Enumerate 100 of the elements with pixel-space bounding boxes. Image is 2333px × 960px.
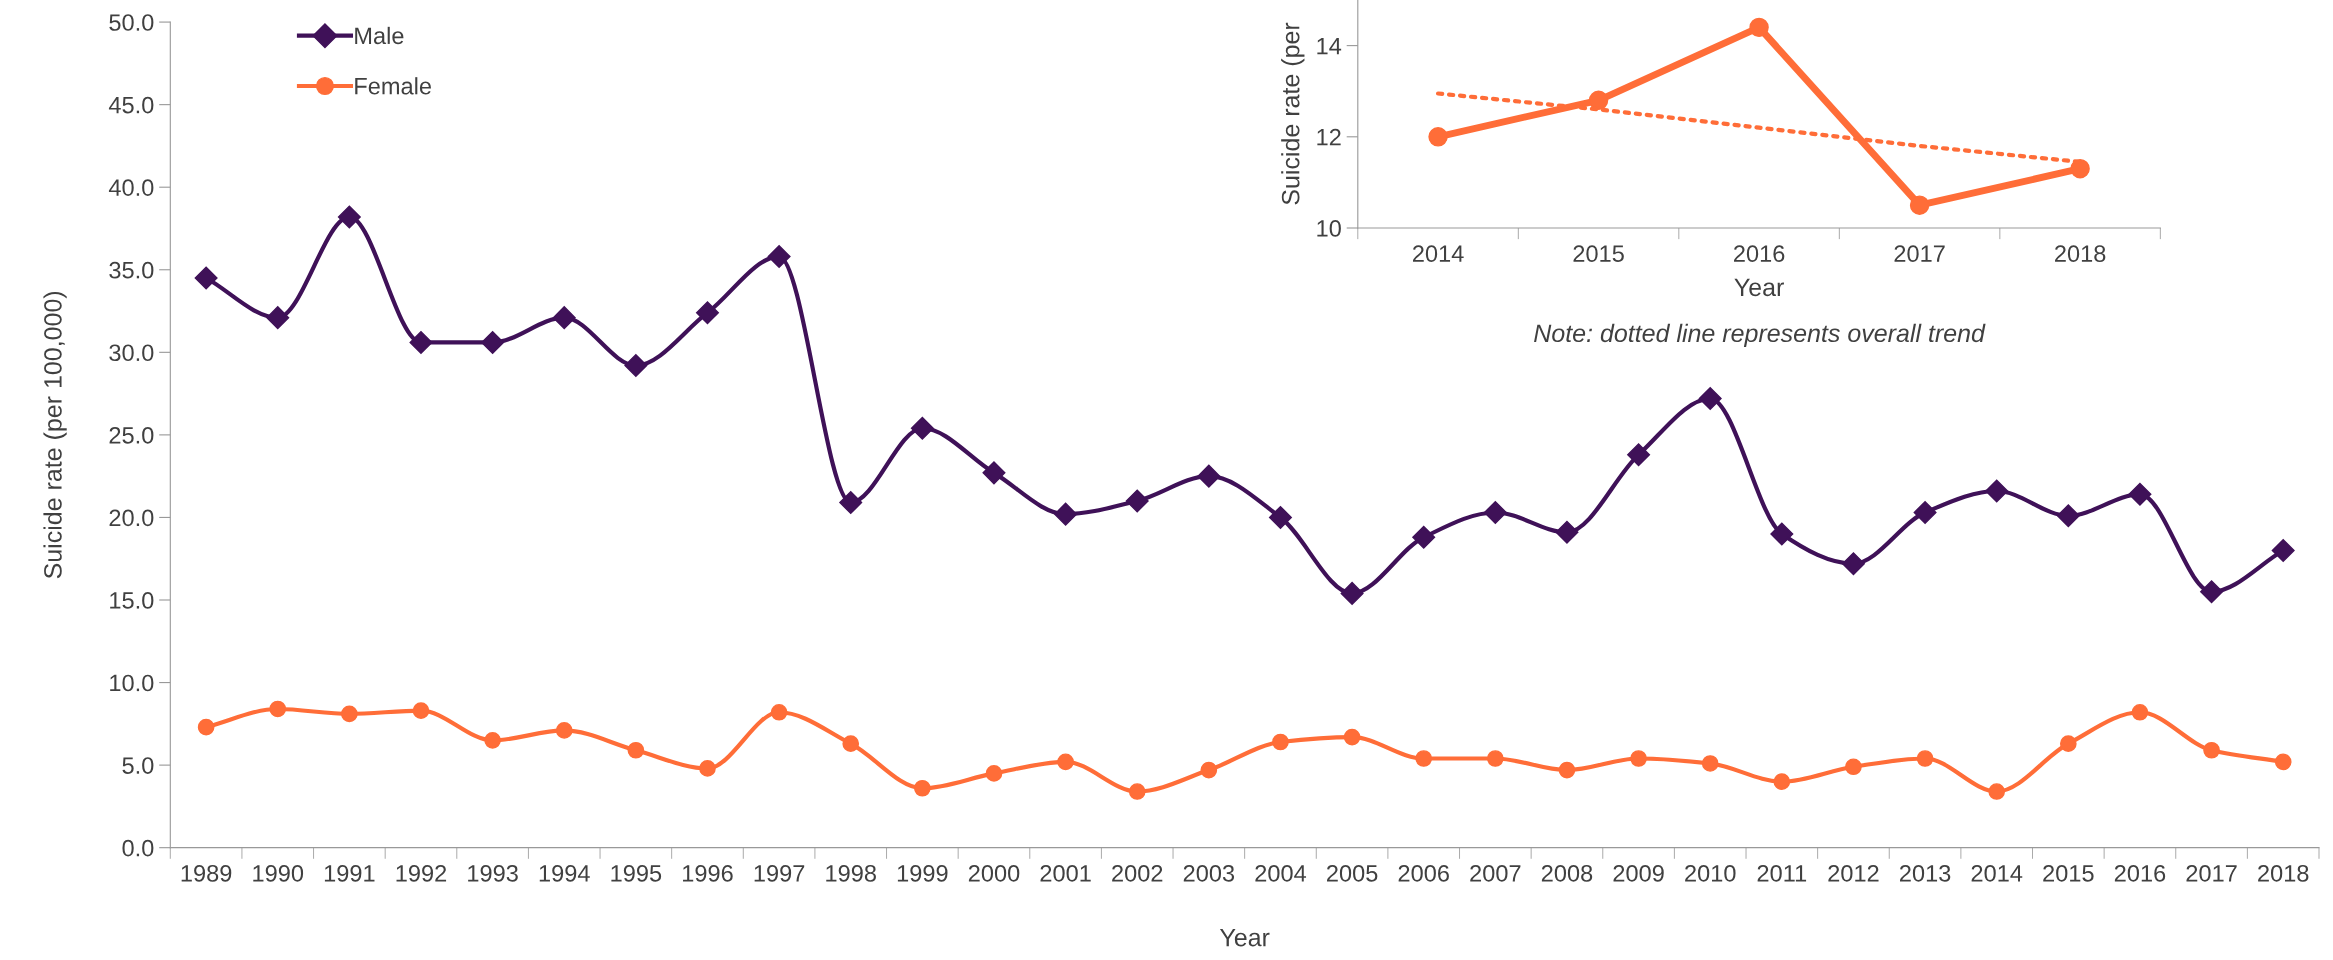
point xyxy=(481,330,505,354)
point xyxy=(2274,753,2292,771)
x-tick-label: 1997 xyxy=(754,864,805,882)
y-tick-label: 35.0 xyxy=(109,261,154,279)
point xyxy=(1412,525,1436,549)
x-tick-label: 2018 xyxy=(2258,864,2309,882)
x-tick-label: 2008 xyxy=(1541,864,1593,882)
y-tick-label: 25.0 xyxy=(109,426,154,444)
x-tick-label: 2014 xyxy=(1971,864,2023,882)
x-tick-label: 2013 xyxy=(1900,864,1951,882)
point xyxy=(1197,464,1221,488)
point xyxy=(1340,581,1364,605)
point xyxy=(1773,773,1791,790)
point xyxy=(194,266,218,290)
point xyxy=(1125,489,1149,513)
point xyxy=(767,245,791,269)
point xyxy=(2203,741,2220,759)
point xyxy=(1749,17,1769,38)
point xyxy=(914,779,931,797)
point xyxy=(1845,758,1862,776)
y-tick-label: 0.0 xyxy=(122,839,154,857)
point xyxy=(1770,522,1794,546)
x-tick-label: 1994 xyxy=(539,864,590,882)
point xyxy=(1268,505,1292,529)
point xyxy=(2271,538,2295,562)
y-tick-label: 5.0 xyxy=(122,757,154,774)
x-tick-label: 2012 xyxy=(1828,864,1879,882)
x-tick-label: 2014 xyxy=(1412,245,1464,263)
x-tick-label: 2009 xyxy=(1613,864,1664,882)
point xyxy=(1483,500,1507,524)
point xyxy=(1272,733,1289,751)
y-tick-label: 14 xyxy=(1317,37,1342,55)
x-tick-label: 1998 xyxy=(826,864,876,882)
point xyxy=(1909,195,1930,215)
x-tick-label: 1992 xyxy=(396,864,447,882)
point xyxy=(1627,443,1651,467)
x-axis-title: Year xyxy=(1734,278,1784,297)
legend-label: Male xyxy=(355,26,404,45)
x-tick-label: 2001 xyxy=(1040,864,1091,882)
point xyxy=(2200,580,2224,604)
point xyxy=(1555,520,1579,544)
point xyxy=(1701,755,1719,772)
point xyxy=(2059,735,2077,752)
point xyxy=(1200,761,1218,779)
point xyxy=(2131,703,2149,721)
y-tick-label: 40.0 xyxy=(108,179,154,196)
point xyxy=(197,718,215,736)
point xyxy=(842,735,860,752)
point xyxy=(699,760,716,777)
x-tick-label: 1996 xyxy=(683,864,733,882)
point xyxy=(1588,90,1609,111)
point xyxy=(1057,753,1074,771)
point xyxy=(266,306,290,330)
y-tick-label: 10 xyxy=(1317,220,1341,237)
point xyxy=(624,354,648,378)
point xyxy=(2056,504,2080,528)
x-tick-label: 2017 xyxy=(2186,864,2237,882)
y-tick-label: 10.0 xyxy=(110,674,154,692)
point xyxy=(695,301,719,325)
x-tick-label: 2016 xyxy=(1734,245,1785,263)
point xyxy=(409,330,433,354)
x-tick-label: 2004 xyxy=(1255,864,1307,882)
point xyxy=(337,205,361,229)
x-tick-label: 2007 xyxy=(1470,864,1521,882)
point xyxy=(1343,728,1361,746)
point xyxy=(985,765,1003,782)
x-tick-label: 2006 xyxy=(1398,864,1449,882)
y-tick-label: 15.0 xyxy=(110,592,154,609)
y-tick-label: 12 xyxy=(1317,128,1341,146)
point xyxy=(770,703,788,721)
x-tick-label: 2010 xyxy=(1685,864,1736,882)
point xyxy=(2128,482,2152,506)
x-tick-label: 2016 xyxy=(2114,864,2166,882)
point xyxy=(484,732,501,749)
point xyxy=(1128,783,1146,800)
y-tick-label: 45.0 xyxy=(108,96,154,114)
point xyxy=(1415,750,1433,767)
x-tick-label: 1990 xyxy=(253,864,304,882)
point xyxy=(1988,783,2006,800)
x-tick-label: 2018 xyxy=(2055,245,2106,263)
point xyxy=(1841,552,1865,576)
point xyxy=(1630,750,1647,767)
point xyxy=(1698,387,1722,411)
y-axis-title: Suicide rate (per xyxy=(1281,22,1305,205)
x-tick-label: 2002 xyxy=(1112,864,1163,882)
x-tick-label: 1991 xyxy=(324,864,375,882)
y-tick-label: 30.0 xyxy=(109,344,154,362)
x-tick-label: 2015 xyxy=(2043,864,2094,882)
y-tick-label: 50.0 xyxy=(109,14,154,31)
point xyxy=(1054,502,1078,526)
point xyxy=(1486,750,1504,767)
point xyxy=(412,702,430,719)
x-tick-label: 2011 xyxy=(1757,864,1807,882)
point xyxy=(1916,750,1934,767)
x-tick-label: 2003 xyxy=(1183,864,1235,882)
point xyxy=(839,491,863,515)
point xyxy=(269,700,287,718)
legend-label: Female xyxy=(355,77,431,95)
x-tick-label: 1999 xyxy=(897,864,948,882)
point xyxy=(1913,500,1937,524)
